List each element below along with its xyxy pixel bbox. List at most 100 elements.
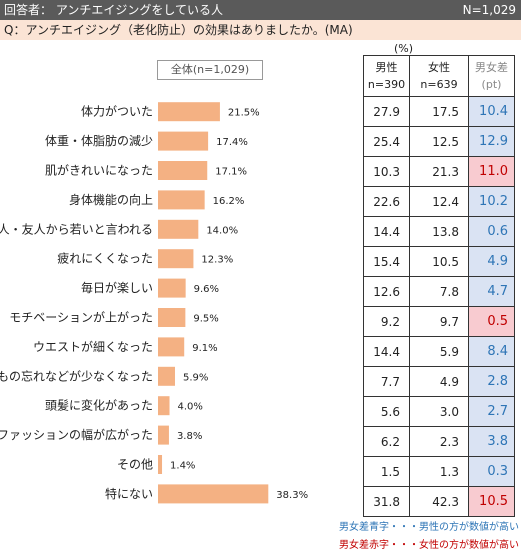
value-label: 9.5%	[193, 314, 218, 325]
diff-cell: 12.9	[468, 126, 515, 157]
bar	[158, 219, 199, 239]
table-row: 10.3 21.3 11.0	[363, 156, 515, 187]
value-label: 3.8%	[177, 431, 202, 442]
female-cell: 21.3	[409, 156, 469, 187]
category-label: ウエストが細くなった	[33, 339, 153, 354]
category-label: その他	[117, 458, 153, 472]
header-male: 男性 n=390	[363, 55, 410, 97]
note-red: 男女差赤字・・・女性の方が数値が高い	[339, 540, 519, 551]
category-label: もの忘れなどが少なくなった	[0, 368, 153, 383]
value-label: 21.5%	[228, 108, 260, 119]
male-cell: 22.6	[363, 186, 410, 217]
male-cell: 7.7	[363, 366, 410, 397]
category-label: 知人・友人から若いと言われる	[0, 222, 153, 236]
table-row: 27.9 17.5 10.4	[363, 96, 515, 127]
category-label: 体重・体脂肪の減少	[45, 133, 153, 148]
bar	[158, 161, 208, 180]
bar	[158, 278, 186, 298]
bar	[158, 102, 220, 122]
male-cell: 6.2	[363, 426, 410, 457]
female-cell: 3.0	[409, 396, 469, 427]
male-cell: 27.9	[363, 96, 410, 127]
male-cell: 5.6	[363, 396, 410, 427]
bar	[158, 249, 194, 269]
note-blue: 男女差青字・・・男性の方が数値が高い	[339, 522, 519, 533]
female-cell: 13.8	[409, 216, 469, 247]
question-bar: Q：アンチエイジング（老化防止）の効果はありましたか。(MA)	[0, 20, 521, 40]
sample-size-total: N=1,029	[462, 3, 516, 17]
table-row: 25.4 12.5 12.9	[363, 126, 515, 157]
category-label: 身体機能の向上	[69, 192, 153, 207]
category-label: 特にない	[105, 486, 153, 501]
table-row: 31.8 42.3 10.5	[363, 486, 515, 517]
bar	[158, 396, 170, 416]
bar	[158, 484, 269, 504]
male-cell: 12.6	[363, 276, 410, 307]
unit-label: (%)	[394, 42, 414, 55]
male-cell: 25.4	[363, 126, 410, 157]
diff-cell: 10.4	[468, 96, 515, 127]
value-label: 12.3%	[201, 255, 233, 266]
female-cell: 10.5	[409, 246, 469, 277]
female-cell: 2.3	[409, 426, 469, 457]
bar	[158, 308, 186, 327]
bar	[158, 190, 205, 210]
diff-cell: 0.3	[468, 456, 515, 487]
table-header-row: 男性 n=390 女性 n=639 男女差 (pt)	[363, 55, 515, 97]
bar	[158, 425, 169, 445]
female-cell: 1.3	[409, 456, 469, 487]
bar	[158, 366, 175, 386]
value-label: 4.0%	[178, 402, 203, 413]
diff-cell: 0.5	[468, 306, 515, 337]
respondent-label: 回答者： アンチエイジングをしている人	[4, 3, 223, 17]
diff-cell: 4.9	[468, 246, 515, 277]
diff-cell: 2.7	[468, 396, 515, 427]
female-cell: 7.8	[409, 276, 469, 307]
male-cell: 31.8	[363, 486, 410, 517]
male-cell: 15.4	[363, 246, 410, 277]
table-row: 1.5 1.3 0.3	[363, 456, 515, 487]
diff-cell: 3.8	[468, 426, 515, 457]
table-row: 12.6 7.8 4.7	[363, 276, 515, 307]
bar-chart: 体力がついた 21.5% 体重・体脂肪の減少 17.4% 肌がきれいになった 17.1% 身…	[0, 102, 308, 504]
question-text: Q：アンチエイジング（老化防止）の効果はありましたか。(MA)	[4, 23, 353, 37]
table-row: 5.6 3.0 2.7	[363, 396, 515, 427]
diff-cell: 0.6	[468, 216, 515, 247]
value-label: 9.6%	[194, 284, 219, 295]
male-cell: 1.5	[363, 456, 410, 487]
table-row: 6.2 2.3 3.8	[363, 426, 515, 457]
female-cell: 17.5	[409, 96, 469, 127]
female-cell: 4.9	[409, 366, 469, 397]
value-label: 17.1%	[215, 167, 247, 178]
value-label: 5.9%	[183, 372, 208, 383]
category-label: ファッションの幅が広がった	[0, 427, 153, 442]
female-cell: 12.4	[409, 186, 469, 217]
table-row: 14.4 13.8 0.6	[363, 216, 515, 247]
chart-title: 全体(n=1,029)	[157, 60, 263, 80]
value-label: 16.2%	[213, 196, 245, 207]
value-label: 17.4%	[216, 137, 248, 148]
category-label: 肌がきれいになった	[45, 163, 153, 178]
category-label: 毎日が楽しい	[81, 280, 153, 295]
value-label: 38.3%	[276, 490, 308, 501]
value-label: 14.0%	[206, 225, 238, 236]
female-cell: 5.9	[409, 336, 469, 367]
table-row: 22.6 12.4 10.2	[363, 186, 515, 217]
category-label: モチベーションが上がった	[9, 310, 153, 325]
table-row: 7.7 4.9 2.8	[363, 366, 515, 397]
header-diff: 男女差 (pt)	[468, 55, 515, 97]
bar	[158, 455, 163, 474]
male-cell: 14.4	[363, 216, 410, 247]
bar	[158, 337, 185, 357]
female-cell: 12.5	[409, 126, 469, 157]
female-cell: 9.7	[409, 306, 469, 337]
value-label: 1.4%	[170, 461, 195, 472]
value-label: 9.1%	[192, 343, 217, 354]
diff-cell: 10.2	[468, 186, 515, 217]
bar	[158, 131, 209, 151]
female-cell: 42.3	[409, 486, 469, 517]
category-label: 頭髪に変化があった	[45, 398, 153, 413]
male-cell: 10.3	[363, 156, 410, 187]
male-cell: 9.2	[363, 306, 410, 337]
diff-cell: 10.5	[468, 486, 515, 517]
